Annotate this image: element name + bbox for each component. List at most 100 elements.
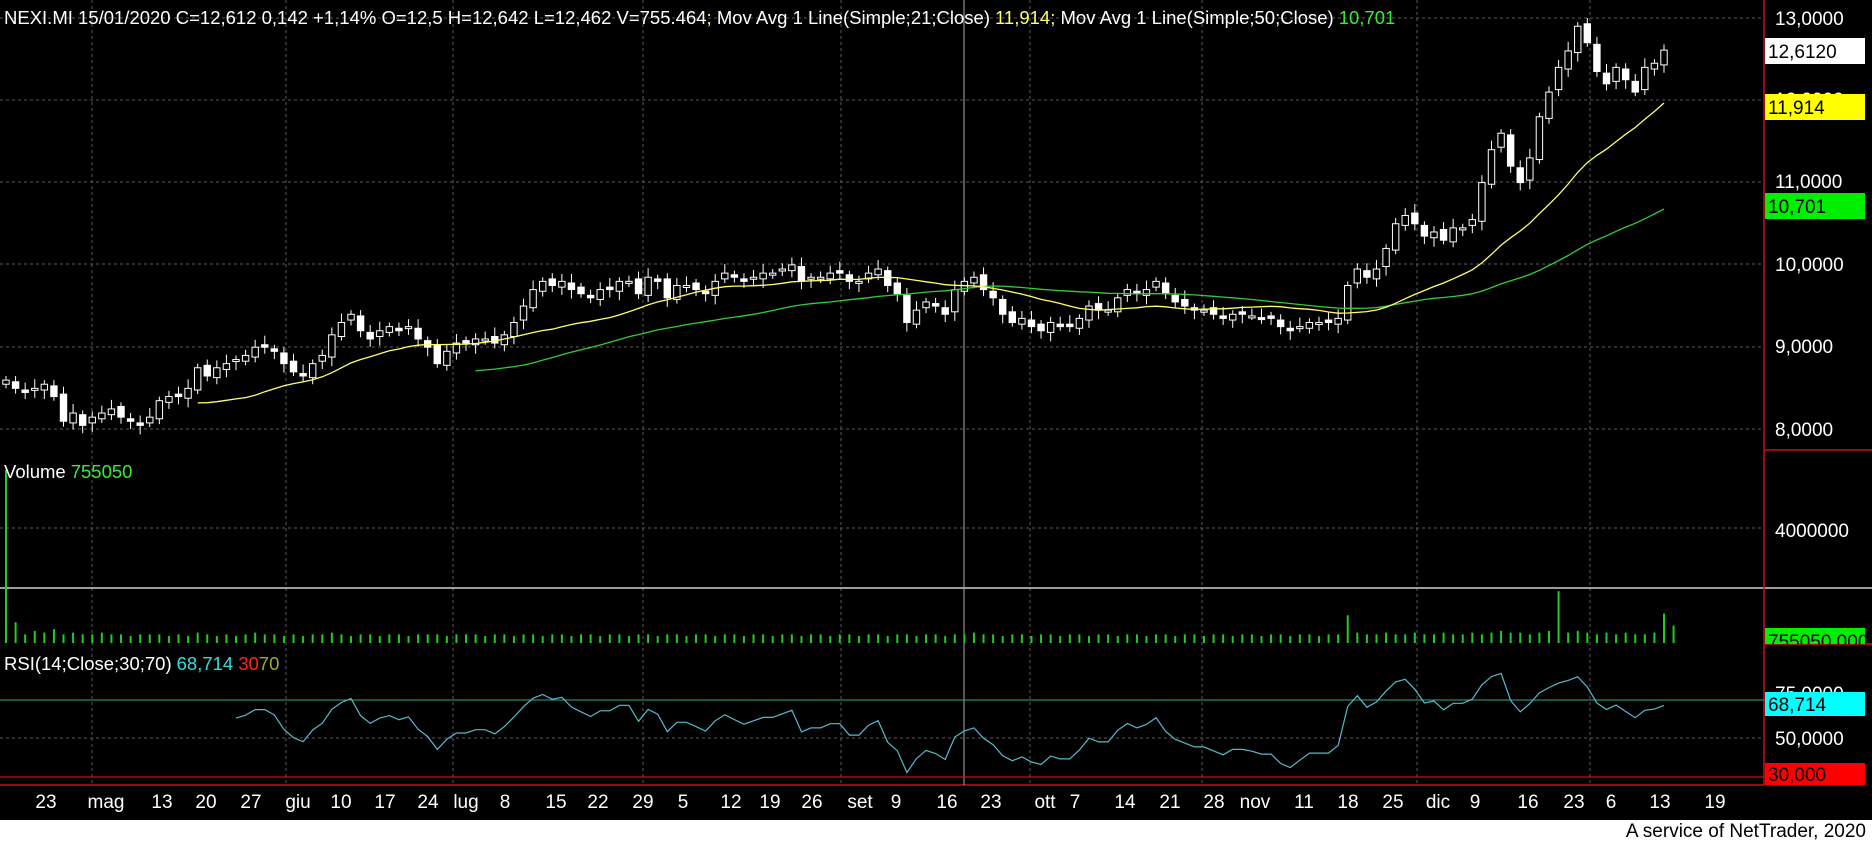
rsi-low-badge: 30,000 bbox=[1765, 763, 1865, 786]
volume-bar bbox=[551, 634, 554, 643]
x-tick-label: 28 bbox=[1203, 792, 1224, 813]
price-candle bbox=[98, 405, 106, 423]
x-tick-label: lug bbox=[453, 792, 478, 813]
price-candle bbox=[653, 274, 662, 290]
price-candle bbox=[165, 390, 173, 409]
price-candle bbox=[749, 269, 758, 287]
price-candle bbox=[692, 278, 700, 297]
volume-bar bbox=[618, 634, 621, 643]
volume-bar bbox=[1547, 630, 1550, 643]
x-tick-label: 15 bbox=[545, 792, 566, 813]
volume-bar bbox=[407, 636, 410, 643]
volume-bar bbox=[129, 636, 132, 643]
quote-summary: NEXI.MI 15/01/2020 C=12,612 0,142 +1,14%… bbox=[4, 7, 707, 28]
volume-bar bbox=[627, 636, 630, 643]
price-candle bbox=[443, 343, 451, 371]
volume-bar bbox=[1059, 636, 1062, 643]
price-tick-label: 9,0000 bbox=[1775, 337, 1833, 358]
x-tick-label: 8 bbox=[500, 792, 511, 813]
volume-bar bbox=[925, 634, 928, 643]
price-candle bbox=[59, 386, 68, 427]
price-candle bbox=[1056, 316, 1064, 331]
price-candle bbox=[596, 282, 604, 307]
volume-bar bbox=[263, 634, 266, 643]
price-tick-label: 13,0000 bbox=[1775, 9, 1844, 30]
price-candle bbox=[644, 268, 652, 302]
volume-bar bbox=[1001, 636, 1004, 643]
price-candle bbox=[299, 364, 307, 382]
volume-bar bbox=[187, 636, 190, 643]
volume-bar bbox=[608, 634, 611, 643]
volume-bar bbox=[1164, 634, 1167, 643]
price-candle bbox=[1583, 18, 1592, 47]
price-candle bbox=[1372, 259, 1381, 287]
volume-bar bbox=[599, 636, 602, 643]
price-candle bbox=[1526, 148, 1534, 190]
price-candle bbox=[1506, 129, 1515, 173]
price-candle bbox=[1621, 63, 1630, 89]
volume-bar bbox=[1605, 632, 1608, 643]
volume-bar bbox=[1145, 636, 1148, 643]
price-candle bbox=[31, 379, 39, 398]
price-candle bbox=[40, 380, 49, 400]
price-candle bbox=[69, 403, 77, 430]
ma50-value: 10,701 bbox=[1339, 7, 1396, 28]
volume-bar bbox=[675, 634, 678, 643]
ma21-label: Mov Avg 1 Line(Simple;21;Close) bbox=[717, 7, 990, 28]
volume-bar bbox=[1202, 636, 1205, 643]
volume-bar bbox=[1212, 634, 1215, 643]
volume-bar bbox=[215, 636, 218, 643]
volume-bar bbox=[1241, 634, 1244, 643]
price-candle bbox=[1008, 306, 1017, 327]
price-candle bbox=[193, 363, 202, 395]
volume-bar bbox=[321, 634, 324, 643]
price-candle bbox=[1602, 64, 1611, 91]
volume-bar bbox=[714, 636, 717, 643]
volume-bar bbox=[235, 636, 238, 643]
x-tick-label: 16 bbox=[1517, 792, 1538, 813]
price-candle bbox=[1152, 277, 1160, 292]
volume-bar bbox=[503, 634, 506, 643]
price-candle bbox=[538, 277, 547, 297]
volume-bar bbox=[963, 634, 966, 643]
volume-bar bbox=[589, 634, 592, 643]
stock-chart[interactable]: NEXI.MI 15/01/2020 C=12,612 0,142 +1,14%… bbox=[0, 0, 1872, 820]
price-candle bbox=[836, 261, 844, 280]
price-candle bbox=[328, 327, 336, 367]
volume-bar bbox=[762, 634, 765, 643]
rsi-line bbox=[235, 672, 1665, 774]
price-candle bbox=[663, 273, 671, 307]
chart-grid bbox=[0, 0, 1764, 785]
volume-bar bbox=[685, 636, 688, 643]
volume-bar bbox=[350, 636, 353, 643]
volume-bar bbox=[666, 634, 669, 643]
volume-bar bbox=[1097, 634, 1100, 643]
price-candle bbox=[1066, 315, 1074, 332]
price-candle bbox=[1411, 203, 1419, 231]
price-candle bbox=[1564, 41, 1572, 77]
price-candle bbox=[855, 275, 863, 293]
volume-bar bbox=[1500, 630, 1503, 643]
volume-bar bbox=[1279, 634, 1282, 643]
volume-bar bbox=[1126, 634, 1129, 643]
x-tick-label: dic bbox=[1426, 792, 1450, 813]
price-candle bbox=[88, 411, 96, 432]
price-tick-label: 11,0000 bbox=[1775, 172, 1842, 193]
volume-bar bbox=[167, 636, 170, 643]
volume-bar bbox=[1432, 634, 1435, 643]
volume-bar bbox=[781, 634, 784, 643]
volume-bar bbox=[311, 634, 314, 643]
volume-bar bbox=[1624, 632, 1627, 643]
volume-bar bbox=[378, 636, 381, 643]
volume-bar bbox=[695, 634, 698, 643]
x-tick-label: 9 bbox=[1470, 792, 1481, 813]
price-candle bbox=[337, 313, 346, 341]
price-candle bbox=[146, 408, 154, 428]
volume-bar bbox=[52, 629, 55, 643]
price-candle bbox=[1027, 310, 1036, 334]
volume-bar bbox=[1365, 634, 1368, 643]
price-candle bbox=[1554, 59, 1563, 97]
price-candle bbox=[625, 275, 633, 288]
price-candle bbox=[1535, 112, 1544, 164]
header-sep-2: ; bbox=[1050, 7, 1060, 28]
